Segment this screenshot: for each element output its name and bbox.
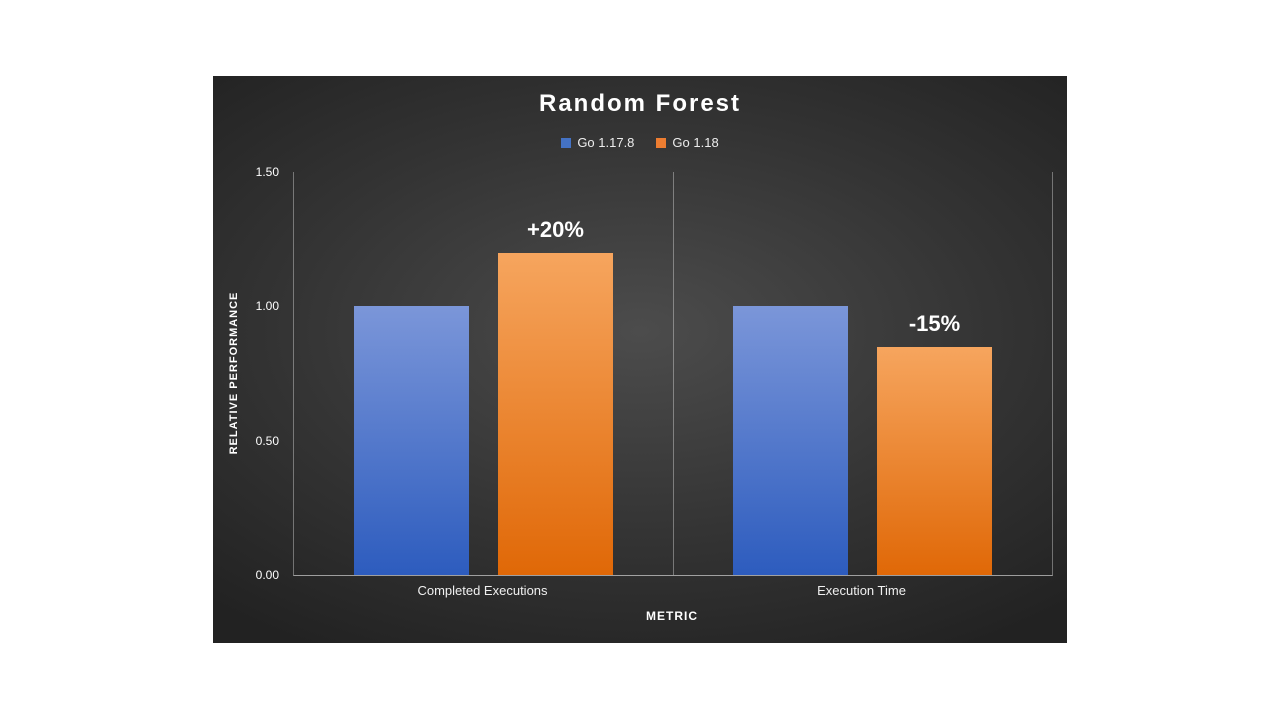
bar-data-label: +20% xyxy=(527,216,584,242)
legend-item-go-1-18: Go 1.18 xyxy=(656,135,719,150)
plot-area: +20% -15% xyxy=(293,172,1053,576)
bar-data-label: -15% xyxy=(908,310,961,336)
bar-go-1-18-completed-executions: +20% xyxy=(498,217,613,575)
x-category-label-execution-time: Execution Time xyxy=(817,583,906,598)
x-axis-title: METRIC xyxy=(646,609,698,623)
bar-go-1-18-execution-time: -15% xyxy=(877,311,992,575)
legend-item-go-1-17-8: Go 1.17.8 xyxy=(561,135,634,150)
x-axis-category-labels: Completed Executions Execution Time xyxy=(293,583,1051,598)
legend: Go 1.17.8 Go 1.18 xyxy=(213,135,1067,150)
y-tick-label: 1.00 xyxy=(255,299,279,314)
bar-go-1-17-8-completed-executions xyxy=(354,306,469,575)
legend-swatch-go-1-17-8 xyxy=(561,137,572,148)
category-group-completed-executions: +20% xyxy=(294,172,673,575)
y-tick-label: 1.50 xyxy=(255,165,279,179)
legend-label: Go 1.18 xyxy=(672,135,719,150)
y-axis-tick-labels: 0.00 0.50 1.00 1.50 xyxy=(213,165,285,582)
legend-swatch-go-1-18 xyxy=(656,137,667,148)
category-group-execution-time: -15% xyxy=(673,172,1052,575)
chart-panel: Random Forest Go 1.17.8 Go 1.18 RELATIVE … xyxy=(213,76,1067,643)
x-category-label-completed-executions: Completed Executions xyxy=(417,583,548,598)
y-tick-label: 0.50 xyxy=(255,433,279,448)
category-divider-gridline xyxy=(673,172,674,575)
y-tick-label: 0.00 xyxy=(255,568,279,582)
bar-go-1-17-8-execution-time xyxy=(733,306,848,575)
chart-title: Random Forest xyxy=(538,90,741,117)
legend-label: Go 1.17.8 xyxy=(577,135,635,150)
